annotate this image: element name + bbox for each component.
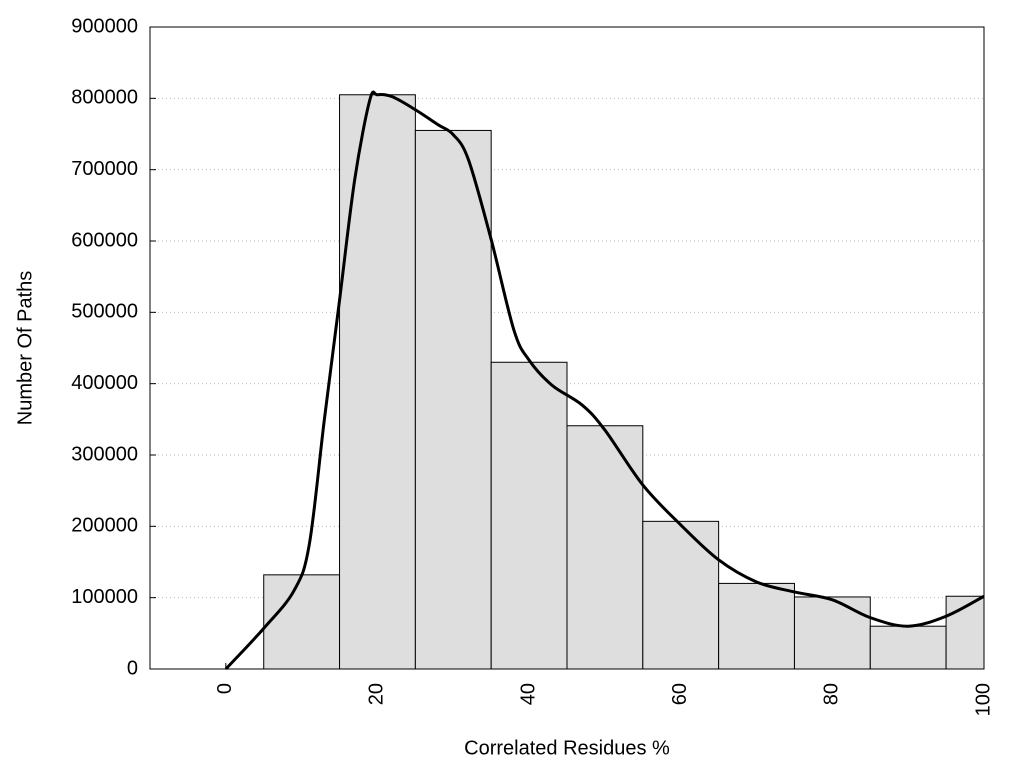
y-tick-label: 0 xyxy=(127,657,138,679)
x-tick-label: 60 xyxy=(669,683,691,705)
plot-frame xyxy=(149,26,985,670)
bar xyxy=(642,520,720,670)
bar xyxy=(718,582,795,670)
y-tick-label: 100000 xyxy=(71,586,138,608)
y-tick-label: 800000 xyxy=(71,87,138,109)
x-tick-label: 0 xyxy=(214,683,236,694)
x-tick-label: 100 xyxy=(972,683,994,716)
x-tick-label: 80 xyxy=(821,683,843,705)
y-tick-label: 900000 xyxy=(71,15,138,37)
bar xyxy=(414,129,492,670)
y-axis-label: Number Of Paths xyxy=(14,271,36,426)
density-curve xyxy=(224,90,985,671)
y-tick-label: 400000 xyxy=(71,372,138,394)
bar xyxy=(490,361,568,670)
y-tick-label: 500000 xyxy=(71,301,138,323)
bar xyxy=(793,596,871,670)
y-tick-label: 200000 xyxy=(71,515,138,537)
bar xyxy=(566,425,644,670)
bar xyxy=(869,625,947,670)
y-tick-label: 700000 xyxy=(71,158,138,180)
bar xyxy=(339,94,416,670)
x-axis-label: Correlated Residues % xyxy=(464,737,670,759)
x-tick-label: 40 xyxy=(517,683,539,705)
y-tick-label: 300000 xyxy=(71,443,138,465)
x-tick-label: 20 xyxy=(366,683,388,705)
y-tick-label: 600000 xyxy=(71,229,138,251)
bar xyxy=(263,574,341,670)
